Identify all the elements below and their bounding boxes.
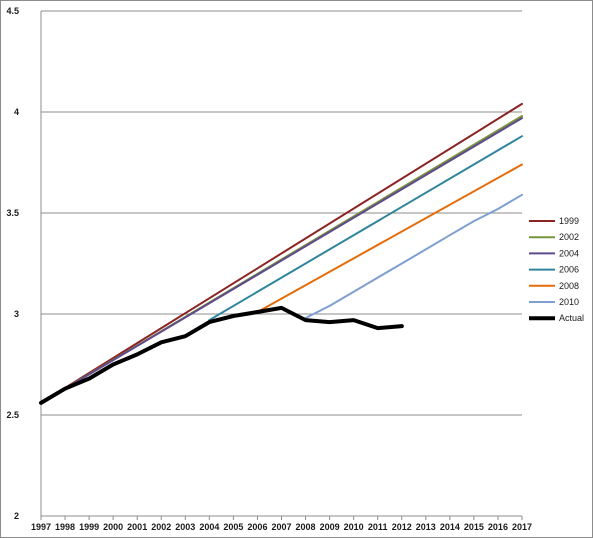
y-tick-label: 3.5 xyxy=(6,208,19,218)
series-line-2004 xyxy=(40,117,523,404)
series-line-2006 xyxy=(208,135,523,322)
y-tick-label: 2.5 xyxy=(6,410,19,420)
series-line-1999 xyxy=(40,102,523,404)
x-tick-label: 2014 xyxy=(440,522,460,532)
legend-label: 2008 xyxy=(559,281,579,291)
legend: 1999 2002 2004 2006 2008 2010 Actual xyxy=(529,216,584,323)
legend-label: 2006 xyxy=(559,265,579,275)
legend-label: Actual xyxy=(559,313,584,323)
x-tick-label: 2017 xyxy=(512,522,532,532)
legend-label: 2010 xyxy=(559,297,579,307)
y-tick-label: 4.5 xyxy=(6,6,19,16)
x-tick-label: 2009 xyxy=(320,522,340,532)
x-tick-label: 2008 xyxy=(296,522,316,532)
x-tick-label: 2012 xyxy=(392,522,412,532)
gridlines xyxy=(41,10,522,517)
x-tick-label: 1997 xyxy=(31,522,51,532)
y-tick-label: 2 xyxy=(14,511,19,521)
y-tick-label: 4 xyxy=(14,107,19,117)
x-tick-label: 1998 xyxy=(55,522,75,532)
x-tick-label: 2003 xyxy=(175,522,195,532)
x-tick-label: 2005 xyxy=(223,522,243,532)
x-tick-label: 2010 xyxy=(344,522,364,532)
axes: 2 2.5 3 3.5 4 4.5 1997 1998 1999 2000 2001 2002 2003… xyxy=(6,6,532,532)
y-tick-label: 3 xyxy=(14,309,19,319)
x-tick-label: 2007 xyxy=(271,522,291,532)
x-tick-label: 1999 xyxy=(79,522,99,532)
series-line-actual xyxy=(39,305,404,405)
series-line-2008 xyxy=(256,163,523,313)
series-line-2010 xyxy=(304,193,523,319)
legend-label: 1999 xyxy=(559,216,579,226)
x-tick-label: 2015 xyxy=(464,522,484,532)
x-tick-label: 2011 xyxy=(368,522,388,532)
x-tick-label: 2006 xyxy=(247,522,267,532)
legend-label: 2002 xyxy=(559,232,579,242)
x-tick-label: 2016 xyxy=(488,522,508,532)
x-tick-label: 2001 xyxy=(127,522,147,532)
series-lines xyxy=(39,102,523,405)
x-tick-label: 2000 xyxy=(103,522,123,532)
x-tick-label: 2004 xyxy=(199,522,219,532)
legend-label: 2004 xyxy=(559,248,579,258)
x-tick-label: 2013 xyxy=(416,522,436,532)
x-tick-label: 2002 xyxy=(151,522,171,532)
